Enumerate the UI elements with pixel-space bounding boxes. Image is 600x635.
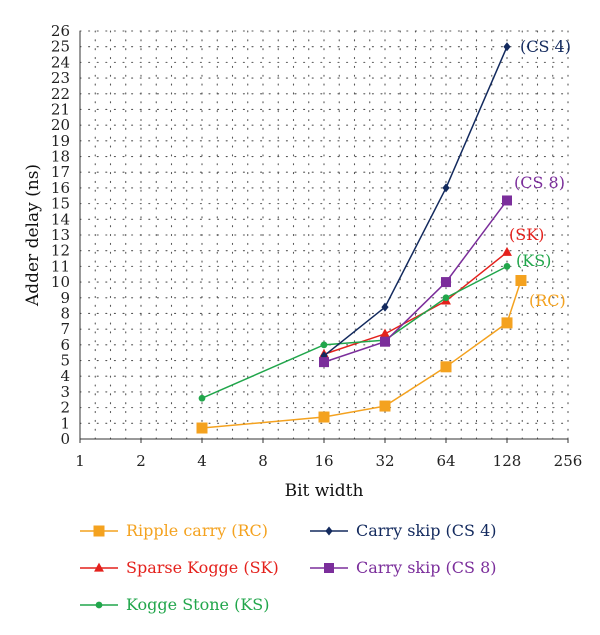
series-annotations: (RC) (SK) (KS) (CS 4) (CS 8) — [509, 37, 571, 310]
x-tick-labels: 1 2 4 8 16 32 64 128 256 — [75, 439, 582, 470]
y-tick-label: 20 — [51, 116, 70, 134]
data-point — [515, 275, 527, 287]
data-point — [501, 317, 513, 329]
data-point — [196, 422, 208, 434]
data-point — [503, 263, 511, 270]
y-tick-label: 11 — [51, 257, 70, 275]
y-tick-label: 19 — [51, 132, 70, 150]
x-tick-label: 128 — [493, 452, 522, 470]
y-tick-label: 12 — [51, 242, 70, 260]
y-tick-label: 16 — [51, 179, 70, 197]
x-tick-label: 4 — [197, 452, 207, 470]
series-annotation: (RC) — [529, 291, 566, 310]
x-axis-title: Bit width — [285, 481, 364, 501]
x-tick-label: 2 — [136, 452, 146, 470]
legend-label: Carry skip (CS 8) — [356, 558, 497, 577]
legend-marker — [95, 601, 103, 609]
y-tick-label: 8 — [60, 304, 70, 322]
series-annotation: (KS) — [516, 251, 551, 270]
data-point — [502, 246, 512, 256]
y-tick-label: 25 — [51, 38, 70, 56]
x-tick-label: 8 — [258, 452, 268, 470]
y-tick-label: 1 — [60, 414, 70, 432]
x-tick-label: 64 — [436, 452, 455, 470]
series-line — [323, 251, 508, 355]
data-point — [380, 328, 390, 338]
x-tick-label: 1 — [75, 452, 85, 470]
series-layer — [196, 42, 527, 434]
y-tick-label: 3 — [60, 383, 70, 401]
y-tick-label: 17 — [51, 163, 70, 181]
y-tick-label: 15 — [51, 195, 70, 213]
data-point — [320, 341, 328, 349]
x-tick-label: 256 — [554, 452, 583, 470]
legend-marker — [94, 562, 104, 572]
y-tick-label: 26 — [51, 22, 70, 40]
legend-label: Sparse Kogge (SK) — [126, 558, 279, 577]
series-4 — [319, 195, 512, 368]
y-tick-label: 13 — [51, 226, 70, 244]
series-annotation: (CS 4) — [520, 37, 571, 56]
y-tick-label: 23 — [51, 69, 70, 87]
legend-label: Kogge Stone (KS) — [126, 595, 269, 614]
series-annotation: (SK) — [509, 225, 544, 244]
data-point — [441, 277, 451, 288]
y-tick-label: 24 — [51, 53, 70, 71]
x-tick-label: 16 — [314, 452, 333, 470]
x-tick-label: 32 — [375, 452, 394, 470]
series-0 — [196, 275, 527, 434]
y-tick-labels: 0123456789101112131415161718192021222324… — [51, 22, 70, 448]
data-point — [381, 302, 389, 312]
data-point — [380, 336, 390, 347]
y-tick-label: 14 — [51, 210, 70, 228]
y-tick-label: 5 — [60, 352, 70, 370]
y-tick-label: 21 — [51, 100, 70, 118]
data-point — [440, 361, 452, 373]
y-tick-label: 4 — [60, 367, 70, 385]
y-tick-label: 2 — [60, 399, 70, 417]
y-tick-label: 9 — [60, 289, 70, 307]
legend-item: Carry skip (CS 4) — [310, 521, 497, 540]
legend-item: Sparse Kogge (SK) — [80, 558, 279, 577]
y-tick-label: 22 — [51, 85, 70, 103]
y-tick-label: 18 — [51, 148, 70, 166]
y-tick-label: 10 — [51, 273, 70, 291]
legend-label: Carry skip (CS 4) — [356, 521, 497, 540]
data-point — [442, 294, 450, 302]
legend-marker — [93, 525, 105, 537]
series-annotation: (CS 8) — [514, 173, 565, 192]
legend-item: Ripple carry (RC) — [80, 521, 268, 540]
y-tick-label: 0 — [60, 430, 70, 448]
series-line — [323, 46, 508, 357]
y-tick-label: 6 — [60, 336, 70, 354]
y-tick-label: 7 — [60, 320, 70, 338]
legend-item: Kogge Stone (KS) — [80, 595, 269, 614]
y-axis-title: Adder delay (ns) — [23, 164, 43, 307]
series-line — [323, 200, 508, 363]
data-point — [502, 195, 512, 206]
legend-label: Ripple carry (RC) — [126, 521, 268, 540]
data-point — [198, 394, 206, 402]
data-point — [442, 183, 450, 193]
data-point — [318, 411, 330, 423]
series-3 — [320, 42, 511, 361]
data-point — [503, 42, 511, 52]
data-point — [319, 357, 329, 368]
grid — [79, 30, 569, 440]
legend: Ripple carry (RC) Sparse Kogge (SK) Kogge … — [80, 521, 497, 614]
legend-item: Carry skip (CS 8) — [310, 558, 497, 577]
legend-marker — [325, 526, 333, 536]
legend-marker — [324, 563, 334, 573]
data-point — [379, 400, 391, 412]
series-line — [201, 280, 522, 429]
